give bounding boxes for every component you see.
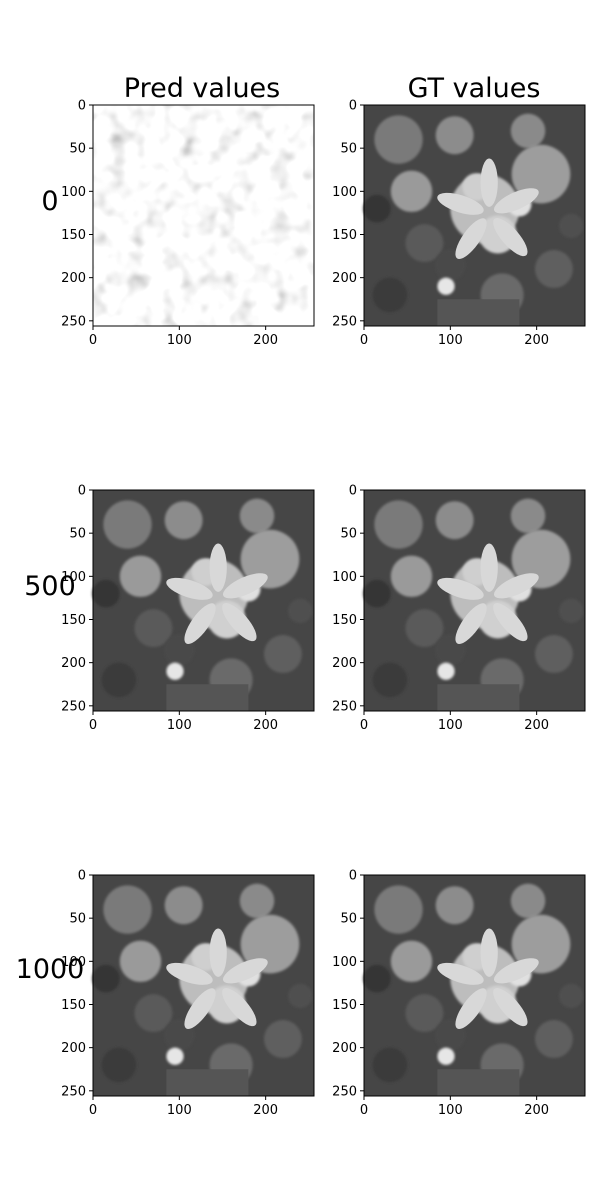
column-title-pred: Pred values xyxy=(124,73,280,104)
y-tick-label: 250 xyxy=(332,699,357,714)
y-tick-label: 0 xyxy=(78,869,86,884)
y-tick-label: 250 xyxy=(332,1084,357,1099)
x-tick-label: 0 xyxy=(89,718,97,733)
y-tick-label: 150 xyxy=(332,228,357,243)
y-tick-label: 0 xyxy=(78,99,86,114)
panel-gt-0: 0 100 200 0 50 100 150 200 250 xyxy=(332,99,585,349)
y-tick-label: 0 xyxy=(78,484,86,499)
panel-pred-0: 0 100 200 0 50 100 150 200 250 xyxy=(61,99,314,349)
y-tick-label: 0 xyxy=(349,99,357,114)
y-tick-label: 250 xyxy=(61,1084,86,1099)
y-tick-label: 100 xyxy=(332,185,357,200)
x-tick-label: 200 xyxy=(524,718,549,733)
y-tick-label: 150 xyxy=(332,613,357,628)
y-tick-label: 200 xyxy=(332,271,357,286)
y-tick-label: 50 xyxy=(69,912,86,927)
y-tick-label: 0 xyxy=(349,484,357,499)
y-tick-label: 250 xyxy=(61,699,86,714)
x-tick-label: 200 xyxy=(253,718,278,733)
y-tick-label: 100 xyxy=(332,570,357,585)
x-tick-label: 100 xyxy=(167,333,192,348)
x-tick-label: 0 xyxy=(89,1103,97,1118)
x-tick-label: 0 xyxy=(360,718,368,733)
x-tick-label: 0 xyxy=(360,333,368,348)
y-tick-label: 150 xyxy=(61,998,86,1013)
x-tick-label: 0 xyxy=(89,333,97,348)
column-title-gt: GT values xyxy=(408,73,541,104)
y-tick-label: 100 xyxy=(61,185,86,200)
y-tick-label: 0 xyxy=(349,869,357,884)
y-tick-label: 200 xyxy=(61,271,86,286)
row-label-500: 500 xyxy=(24,571,76,602)
y-tick-label: 250 xyxy=(332,314,357,329)
y-tick-label: 150 xyxy=(61,228,86,243)
y-tick-label: 50 xyxy=(340,527,357,542)
row-label-0: 0 xyxy=(41,186,58,217)
x-tick-label: 200 xyxy=(253,1103,278,1118)
x-tick-label: 100 xyxy=(167,718,192,733)
y-tick-label: 200 xyxy=(332,1041,357,1056)
x-tick-label: 200 xyxy=(253,333,278,348)
x-tick-label: 0 xyxy=(360,1103,368,1118)
x-tick-label: 200 xyxy=(524,1103,549,1118)
y-tick-label: 50 xyxy=(69,142,86,157)
row-label-1000: 1000 xyxy=(16,954,85,985)
y-tick-label: 200 xyxy=(332,656,357,671)
y-tick-label: 50 xyxy=(340,912,357,927)
y-tick-label: 250 xyxy=(61,314,86,329)
y-tick-label: 100 xyxy=(332,955,357,970)
y-tick-label: 50 xyxy=(69,527,86,542)
y-tick-label: 150 xyxy=(332,998,357,1013)
panel-gt-500: 0 100 200 0 50 100 150 200 250 xyxy=(332,484,585,734)
x-tick-label: 100 xyxy=(438,1103,463,1118)
x-tick-label: 100 xyxy=(438,333,463,348)
panel-gt-1000: 0 100 200 0 50 100 150 200 250 xyxy=(332,869,585,1119)
x-tick-label: 100 xyxy=(167,1103,192,1118)
x-tick-label: 200 xyxy=(524,333,549,348)
y-tick-label: 150 xyxy=(61,613,86,628)
x-tick-label: 100 xyxy=(438,718,463,733)
y-tick-label: 200 xyxy=(61,1041,86,1056)
y-tick-label: 200 xyxy=(61,656,86,671)
y-tick-label: 50 xyxy=(340,142,357,157)
